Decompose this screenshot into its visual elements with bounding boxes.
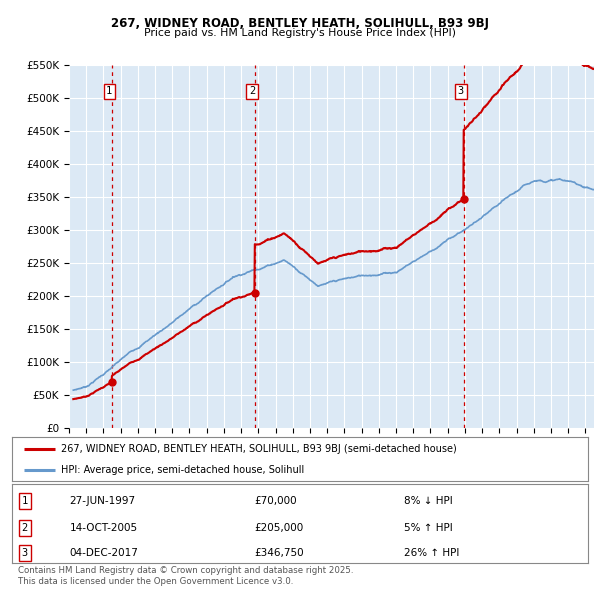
Text: 1: 1 — [106, 86, 112, 96]
Text: 267, WIDNEY ROAD, BENTLEY HEATH, SOLIHULL, B93 9BJ (semi-detached house): 267, WIDNEY ROAD, BENTLEY HEATH, SOLIHUL… — [61, 444, 457, 454]
Text: 5% ↑ HPI: 5% ↑ HPI — [404, 523, 452, 533]
Text: 04-DEC-2017: 04-DEC-2017 — [70, 548, 139, 558]
Text: 26% ↑ HPI: 26% ↑ HPI — [404, 548, 459, 558]
Text: 14-OCT-2005: 14-OCT-2005 — [70, 523, 138, 533]
Text: Contains HM Land Registry data © Crown copyright and database right 2025.
This d: Contains HM Land Registry data © Crown c… — [18, 566, 353, 586]
Text: 8% ↓ HPI: 8% ↓ HPI — [404, 496, 452, 506]
Text: 2: 2 — [249, 86, 255, 96]
Text: £70,000: £70,000 — [254, 496, 296, 506]
Text: 1: 1 — [22, 496, 28, 506]
Text: £205,000: £205,000 — [254, 523, 303, 533]
Text: 3: 3 — [458, 86, 464, 96]
Text: 2: 2 — [22, 523, 28, 533]
Text: Price paid vs. HM Land Registry's House Price Index (HPI): Price paid vs. HM Land Registry's House … — [144, 28, 456, 38]
Text: 27-JUN-1997: 27-JUN-1997 — [70, 496, 136, 506]
Text: 3: 3 — [22, 548, 28, 558]
Text: £346,750: £346,750 — [254, 548, 304, 558]
Text: HPI: Average price, semi-detached house, Solihull: HPI: Average price, semi-detached house,… — [61, 465, 304, 475]
Text: 267, WIDNEY ROAD, BENTLEY HEATH, SOLIHULL, B93 9BJ: 267, WIDNEY ROAD, BENTLEY HEATH, SOLIHUL… — [111, 17, 489, 30]
